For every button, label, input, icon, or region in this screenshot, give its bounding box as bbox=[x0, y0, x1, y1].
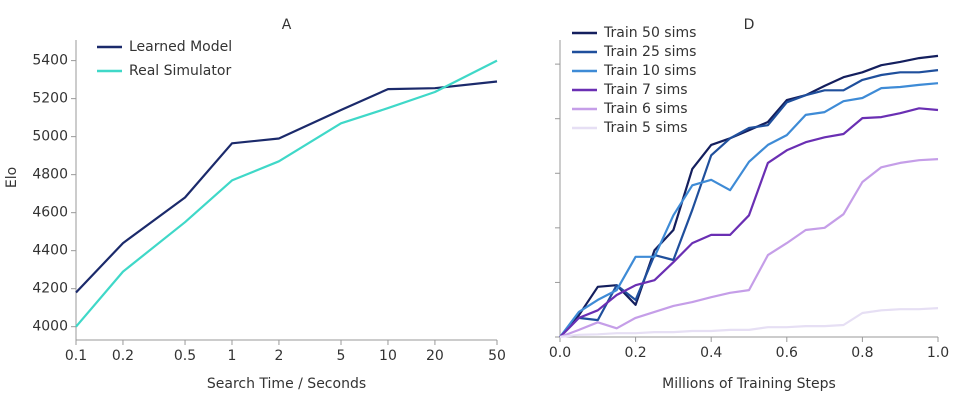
y-tick-label: 4400 bbox=[32, 243, 68, 259]
series-line bbox=[559, 307, 939, 339]
series-line bbox=[559, 158, 939, 339]
y-tick-label: 5400 bbox=[32, 53, 68, 69]
x-tick-label: 0.5 bbox=[174, 348, 196, 364]
y-tick-label: 4200 bbox=[32, 281, 68, 297]
series-line bbox=[559, 69, 939, 338]
series-line bbox=[75, 80, 498, 294]
y-tick-label: 5000 bbox=[32, 129, 68, 145]
y-tick-label: 5200 bbox=[32, 91, 68, 107]
legend-label: Train 10 sims bbox=[603, 63, 696, 79]
x-tick-label: 0.0 bbox=[549, 345, 571, 361]
x-tick-label: 2 bbox=[274, 348, 283, 364]
x-tick-label: 0.2 bbox=[624, 345, 646, 361]
x-tick-label: 0.1 bbox=[65, 348, 87, 364]
y-tick-label: 4800 bbox=[32, 167, 68, 183]
legend-label: Train 5 sims bbox=[603, 120, 688, 136]
series-line bbox=[559, 82, 939, 338]
y-axis-label: Elo bbox=[4, 167, 20, 188]
series-line bbox=[559, 107, 939, 338]
x-tick-label: 50 bbox=[488, 348, 506, 364]
x-tick-label: 0.2 bbox=[112, 348, 134, 364]
x-axis-label: Search Time / Seconds bbox=[207, 376, 366, 392]
x-tick-label: 10 bbox=[379, 348, 397, 364]
x-tick-label: 20 bbox=[426, 348, 444, 364]
legend-label: Real Simulator bbox=[129, 63, 231, 79]
legend-label: Train 7 sims bbox=[603, 82, 688, 98]
chart-title: D bbox=[744, 17, 755, 33]
x-tick-label: 5 bbox=[337, 348, 346, 364]
legend-label: Train 25 sims bbox=[603, 44, 696, 60]
y-tick-label: 4600 bbox=[32, 205, 68, 221]
legend-label: Train 6 sims bbox=[603, 101, 688, 117]
x-tick-label: 0.8 bbox=[851, 345, 873, 361]
legend-label: Train 50 sims bbox=[603, 25, 696, 41]
y-tick-label: 4000 bbox=[32, 319, 68, 335]
chart-title: A bbox=[282, 17, 292, 33]
x-tick-label: 0.4 bbox=[700, 345, 722, 361]
legend-label: Learned Model bbox=[129, 39, 232, 55]
series-line bbox=[75, 59, 498, 328]
x-tick-label: 1.0 bbox=[927, 345, 949, 361]
x-axis-label: Millions of Training Steps bbox=[662, 376, 836, 392]
x-tick-label: 0.6 bbox=[776, 345, 798, 361]
x-tick-label: 1 bbox=[228, 348, 237, 364]
